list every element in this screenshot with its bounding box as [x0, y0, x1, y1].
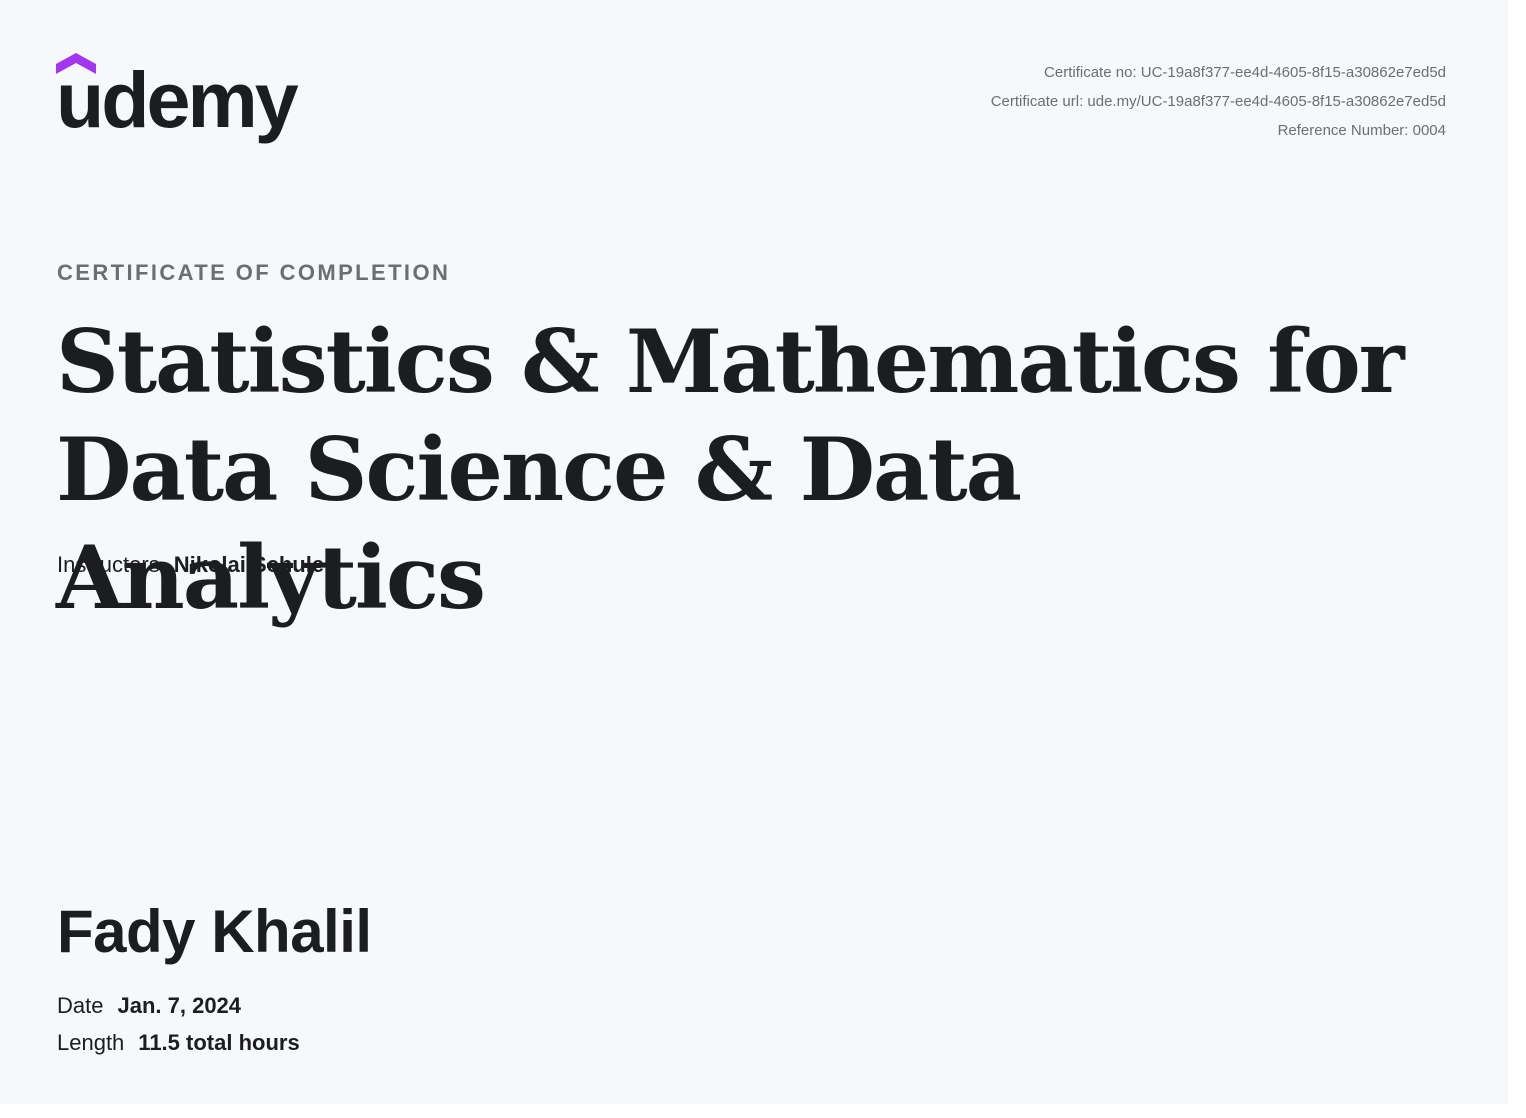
length-value: 11.5 total hours [138, 1030, 300, 1055]
course-length: Length 11.5 total hours [57, 1030, 300, 1056]
course-title: Statistics & Mathematics for Data Scienc… [56, 308, 1456, 632]
certificate-number: Certificate no: UC-19a8f377-ee4d-4605-8f… [1044, 64, 1446, 81]
logo-wordmark: udemy [56, 55, 299, 144]
logo-mark-icon [56, 53, 96, 74]
length-label: Length [57, 1030, 125, 1055]
instructor-name: Nikolai Schuler [173, 552, 333, 577]
date-label: Date [57, 993, 104, 1018]
certificate-overline: CERTIFICATE OF COMPLETION [57, 260, 451, 285]
certificate-meta: Certificate no: UC-19a8f377-ee4d-4605-8f… [991, 58, 1446, 145]
certificate: udemy Certificate no: UC-19a8f377-ee4d-4… [56, 52, 1456, 1056]
reference-number: Reference Number: 0004 [1277, 122, 1446, 139]
udemy-logo: udemy [56, 52, 316, 152]
course-title-line-1: Statistics & Mathematics for [56, 310, 1405, 413]
instructors: Instructors Nikolai Schuler [57, 552, 333, 578]
course-title-line-2: Data Science & Data Analytics [56, 418, 1022, 629]
recipient-name: Fady Khalil [57, 898, 372, 965]
instructors-label: Instructors [57, 552, 160, 577]
certificate-url: Certificate url: ude.my/UC-19a8f377-ee4d… [990, 93, 1446, 110]
date-value: Jan. 7, 2024 [117, 993, 242, 1018]
completion-date: Date Jan. 7, 2024 [57, 993, 241, 1019]
